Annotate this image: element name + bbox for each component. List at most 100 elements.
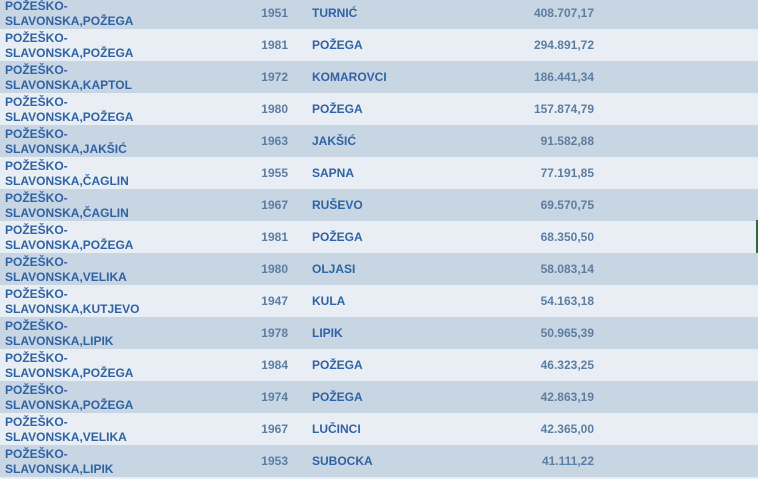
municipality: SLAVONSKA,ČAGLIN — [5, 206, 129, 220]
table-row[interactable]: POŽEŠKO- SLAVONSKA,KAPTOL 1972 KOMAROVCI … — [0, 61, 758, 93]
location-cell: POŽEŠKO- SLAVONSKA,VELIKA — [5, 415, 155, 445]
location-cell: POŽEŠKO- SLAVONSKA,POŽEGA — [5, 95, 155, 125]
year-cell: 1951 — [261, 6, 288, 20]
amount-cell: 50.965,39 — [540, 326, 594, 340]
location-cell: POŽEŠKO- SLAVONSKA,POŽEGA — [5, 383, 155, 413]
municipality: SLAVONSKA,KAPTOL — [5, 78, 132, 92]
county: POŽEŠKO- — [5, 415, 68, 429]
place-cell: RUŠEVO — [312, 198, 363, 212]
county: POŽEŠKO- — [5, 383, 68, 397]
year-cell: 1955 — [261, 166, 288, 180]
table-row[interactable]: POŽEŠKO- SLAVONSKA,POŽEGA 1980 POŽEGA 157… — [0, 93, 758, 125]
municipality: SLAVONSKA,POŽEGA — [5, 398, 134, 412]
municipality: SLAVONSKA,POŽEGA — [5, 14, 134, 28]
municipality: SLAVONSKA,ČAGLIN — [5, 174, 129, 188]
county: POŽEŠKO- — [5, 223, 68, 237]
county: POŽEŠKO- — [5, 319, 68, 333]
year-cell: 1981 — [261, 38, 288, 52]
year-cell: 1972 — [261, 70, 288, 84]
amount-cell: 54.163,18 — [540, 294, 594, 308]
table-row[interactable]: POŽEŠKO- SLAVONSKA,POŽEGA 1984 POŽEGA 46.… — [0, 349, 758, 381]
year-cell: 1953 — [261, 454, 288, 468]
municipality: SLAVONSKA,POŽEGA — [5, 366, 134, 380]
county: POŽEŠKO- — [5, 255, 68, 269]
amount-cell: 42.863,19 — [540, 390, 594, 404]
amount-cell: 408.707,17 — [533, 6, 594, 20]
county: POŽEŠKO- — [5, 447, 68, 461]
amount-cell: 77.191,85 — [540, 166, 594, 180]
county: POŽEŠKO- — [5, 287, 68, 301]
location-cell: POŽEŠKO- SLAVONSKA,POŽEGA — [5, 31, 155, 61]
municipality: SLAVONSKA,VELIKA — [5, 430, 127, 444]
amount-cell: 294.891,72 — [533, 38, 594, 52]
table-row[interactable]: POŽEŠKO- SLAVONSKA,LIPIK 1953 SUBOCKA 41.… — [0, 445, 758, 477]
location-cell: POŽEŠKO- SLAVONSKA,POŽEGA — [5, 0, 155, 29]
amount-cell: 69.570,75 — [540, 198, 594, 212]
table-row[interactable]: POŽEŠKO- SLAVONSKA,POŽEGA 1951 TURNIĆ 408… — [0, 0, 758, 29]
year-cell: 1974 — [261, 390, 288, 404]
amount-cell: 58.083,14 — [540, 262, 594, 276]
location-cell: POŽEŠKO- SLAVONSKA,POŽEGA — [5, 351, 155, 381]
location-cell: POŽEŠKO- SLAVONSKA,KUTJEVO — [5, 287, 155, 317]
year-cell: 1947 — [261, 294, 288, 308]
year-cell: 1981 — [261, 230, 288, 244]
amount-cell: 42.365,00 — [540, 422, 594, 436]
municipality: SLAVONSKA,POŽEGA — [5, 238, 134, 252]
county: POŽEŠKO- — [5, 127, 68, 141]
year-cell: 1963 — [261, 134, 288, 148]
year-cell: 1967 — [261, 422, 288, 436]
amount-cell: 46.323,25 — [540, 358, 594, 372]
place-cell: KULA — [312, 294, 346, 308]
location-cell: POŽEŠKO- SLAVONSKA,LIPIK — [5, 447, 155, 477]
table-row[interactable]: POŽEŠKO- SLAVONSKA,ČAGLIN 1955 SAPNA 77.1… — [0, 157, 758, 189]
place-cell: OLJASI — [312, 262, 356, 276]
year-cell: 1980 — [261, 102, 288, 116]
location-cell: POŽEŠKO- SLAVONSKA,ČAGLIN — [5, 159, 155, 189]
table-row[interactable]: POŽEŠKO- SLAVONSKA,ČAGLIN 1967 RUŠEVO 69.… — [0, 189, 758, 221]
county: POŽEŠKO- — [5, 0, 68, 13]
table-row[interactable]: POŽEŠKO- SLAVONSKA,POŽEGA 1981 POŽEGA 68.… — [0, 221, 758, 253]
place-cell: LIPIK — [312, 326, 343, 340]
table-row[interactable]: POŽEŠKO- SLAVONSKA,JAKŠIĆ 1963 JAKŠIĆ 91.… — [0, 125, 758, 157]
location-cell: POŽEŠKO- SLAVONSKA,ČAGLIN — [5, 191, 155, 221]
table-row[interactable]: POŽEŠKO- SLAVONSKA,POŽEGA 1981 POŽEGA 294… — [0, 29, 758, 61]
scroll-marker — [756, 220, 758, 253]
year-cell: 1984 — [261, 358, 288, 372]
municipality: SLAVONSKA,LIPIK — [5, 462, 114, 476]
county: POŽEŠKO- — [5, 159, 68, 173]
municipality: SLAVONSKA,KUTJEVO — [5, 302, 140, 316]
county: POŽEŠKO- — [5, 351, 68, 365]
table-row[interactable]: POŽEŠKO- SLAVONSKA,LIPIK 1978 LIPIK 50.96… — [0, 317, 758, 349]
amount-cell: 186.441,34 — [533, 70, 594, 84]
place-cell: LUČINCI — [312, 422, 361, 436]
place-cell: TURNIĆ — [312, 6, 358, 20]
municipality: SLAVONSKA,JAKŠIĆ — [5, 142, 127, 156]
location-cell: POŽEŠKO- SLAVONSKA,VELIKA — [5, 255, 155, 285]
location-cell: POŽEŠKO- SLAVONSKA,KAPTOL — [5, 63, 155, 93]
table-row[interactable]: POŽEŠKO- SLAVONSKA,POŽEGA 1974 POŽEGA 42.… — [0, 381, 758, 413]
amount-cell: 91.582,88 — [540, 134, 594, 148]
municipality: SLAVONSKA,LIPIK — [5, 334, 114, 348]
amount-cell: 41.111,22 — [541, 454, 594, 468]
place-cell: POŽEGA — [312, 390, 363, 404]
location-cell: POŽEŠKO- SLAVONSKA,POŽEGA — [5, 223, 155, 253]
table-row[interactable]: POŽEŠKO- SLAVONSKA,VELIKA 1967 LUČINCI 42… — [0, 413, 758, 445]
location-cell: POŽEŠKO- SLAVONSKA,LIPIK — [5, 319, 155, 349]
table-row[interactable]: POŽEŠKO- SLAVONSKA,VELIKA 1980 OLJASI 58.… — [0, 253, 758, 285]
place-cell: SUBOCKA — [312, 454, 373, 468]
place-cell: POŽEGA — [312, 102, 363, 116]
county: POŽEŠKO- — [5, 31, 68, 45]
place-cell: JAKŠIĆ — [312, 134, 357, 148]
county: POŽEŠKO- — [5, 95, 68, 109]
location-cell: POŽEŠKO- SLAVONSKA,JAKŠIĆ — [5, 127, 155, 157]
year-cell: 1967 — [261, 198, 288, 212]
county: POŽEŠKO- — [5, 63, 68, 77]
year-cell: 1980 — [261, 262, 288, 276]
municipality: SLAVONSKA,POŽEGA — [5, 110, 134, 124]
municipality: SLAVONSKA,POŽEGA — [5, 46, 134, 60]
table-row[interactable]: POŽEŠKO- SLAVONSKA,KUTJEVO 1947 KULA 54.1… — [0, 285, 758, 317]
municipality: SLAVONSKA,VELIKA — [5, 270, 127, 284]
place-cell: POŽEGA — [312, 358, 363, 372]
place-cell: SAPNA — [312, 166, 355, 180]
